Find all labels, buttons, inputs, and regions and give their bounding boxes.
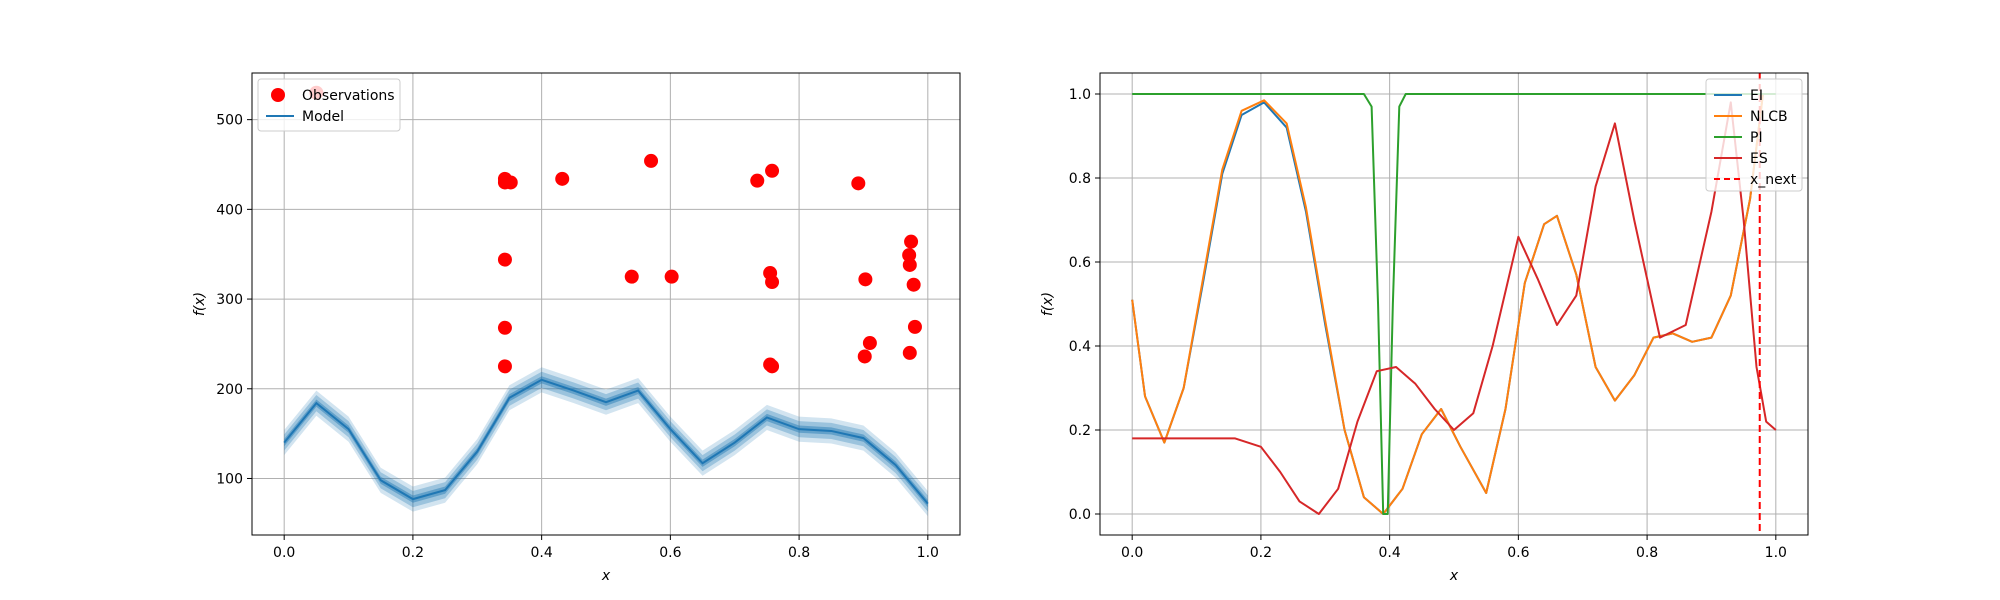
plot-frame xyxy=(1099,72,1809,536)
observation-point xyxy=(765,359,780,374)
series-line-nlcb xyxy=(1131,93,1764,515)
observation-point xyxy=(765,163,780,178)
legend-box xyxy=(257,78,401,132)
acquisition-panel: 0.0 0.2 0.4 0.6 0.8 1.0 0.00.20.40.60.81.0 x … xyxy=(1040,72,1809,584)
observation-point xyxy=(902,257,917,272)
y-tick-label: 200 xyxy=(216,382,243,398)
observation-point xyxy=(497,320,512,335)
x-axis-ticks: 0.0 0.2 0.4 0.6 0.8 1.0 xyxy=(273,535,939,561)
legend: Observations Model xyxy=(257,78,401,132)
legend-label-model: Model xyxy=(302,109,344,125)
model-band xyxy=(284,367,928,517)
plot-frame xyxy=(251,72,961,536)
observation-point xyxy=(858,272,873,287)
y-tick-label: 0.6 xyxy=(1069,255,1091,271)
x-axis-ticks: 0.0 0.2 0.4 0.6 0.8 1.0 xyxy=(1121,535,1787,561)
x-axis-label: x xyxy=(601,568,611,584)
y-tick-label: 0.0 xyxy=(1069,507,1091,523)
x-tick-label: 0.2 xyxy=(1250,545,1272,561)
y-tick-label: 400 xyxy=(216,202,243,218)
observation-point xyxy=(902,345,917,360)
x-tick-label: 0.2 xyxy=(402,545,424,561)
y-axis-ticks: 0.0 0.2 0.4 0.6 0.8 1.0 xyxy=(1069,87,1100,523)
legend-label-pi: PI xyxy=(1750,130,1763,146)
legend-label-ei: EI xyxy=(1750,88,1763,104)
x-tick-label: 0.8 xyxy=(1636,545,1658,561)
x-tick-label: 0.4 xyxy=(531,545,553,561)
x-tick-label: 0.0 xyxy=(1121,545,1143,561)
acquisition-lines xyxy=(1131,73,1777,535)
legend-label-observations: Observations xyxy=(302,88,395,104)
observation-point xyxy=(503,175,518,190)
observation-point xyxy=(750,173,765,188)
model-panel: 0.0 0.2 0.4 0.6 0.8 1.0 100 200 300 400 500 x f(x… xyxy=(192,72,961,584)
observation-point xyxy=(765,275,780,290)
x-tick-label: 0.6 xyxy=(1507,545,1529,561)
observation-point xyxy=(857,349,872,364)
observation-point xyxy=(644,153,659,168)
x-tick-label: 0.8 xyxy=(788,545,810,561)
observation-point xyxy=(624,269,639,284)
x-tick-label: 0.6 xyxy=(659,545,681,561)
observation-point xyxy=(497,252,512,267)
y-axis-label: f(x) xyxy=(192,292,208,316)
x-tick-label: 0.4 xyxy=(1379,545,1401,561)
y-tick-label: 0.8 xyxy=(1069,171,1091,187)
grid-lines xyxy=(1100,73,1808,535)
legend-label-nlcb: NLCB xyxy=(1750,109,1788,125)
legend-marker-observations xyxy=(271,88,285,102)
x-axis-label: x xyxy=(1449,568,1459,584)
observation-point xyxy=(904,234,919,249)
model-line xyxy=(283,378,929,505)
y-axis-ticks: 100 200 300 400 500 xyxy=(216,113,252,487)
x-tick-label: 1.0 xyxy=(917,545,939,561)
y-tick-label: 0.4 xyxy=(1069,339,1091,355)
y-tick-label: 0.2 xyxy=(1069,423,1091,439)
x-tick-label: 1.0 xyxy=(1765,545,1787,561)
legend-label-es: ES xyxy=(1750,151,1768,167)
y-tick-label: 1.0 xyxy=(1069,87,1091,103)
series-line-pi xyxy=(1132,93,1776,515)
legend-box xyxy=(1705,78,1803,192)
observation-point xyxy=(906,277,921,292)
x-tick-label: 0.0 xyxy=(273,545,295,561)
observation-points xyxy=(309,85,922,374)
observation-point xyxy=(907,319,922,334)
observation-point xyxy=(851,176,866,191)
y-axis-label: f(x) xyxy=(1040,292,1056,316)
y-tick-label: 100 xyxy=(216,471,243,487)
model-lines xyxy=(283,378,929,505)
observation-point xyxy=(664,269,679,284)
model-band xyxy=(284,371,928,512)
observation-point xyxy=(862,336,877,351)
model-confidence-bands xyxy=(284,367,928,517)
grid-lines xyxy=(252,73,960,535)
y-tick-label: 300 xyxy=(216,292,243,308)
legend: EI NLCB PI ES x_next xyxy=(1705,78,1803,192)
legend-label-x-next: x_next xyxy=(1750,172,1797,188)
series-line-es xyxy=(1132,101,1777,515)
observation-point xyxy=(555,171,570,186)
y-tick-label: 500 xyxy=(216,113,243,129)
observation-point xyxy=(497,359,512,374)
